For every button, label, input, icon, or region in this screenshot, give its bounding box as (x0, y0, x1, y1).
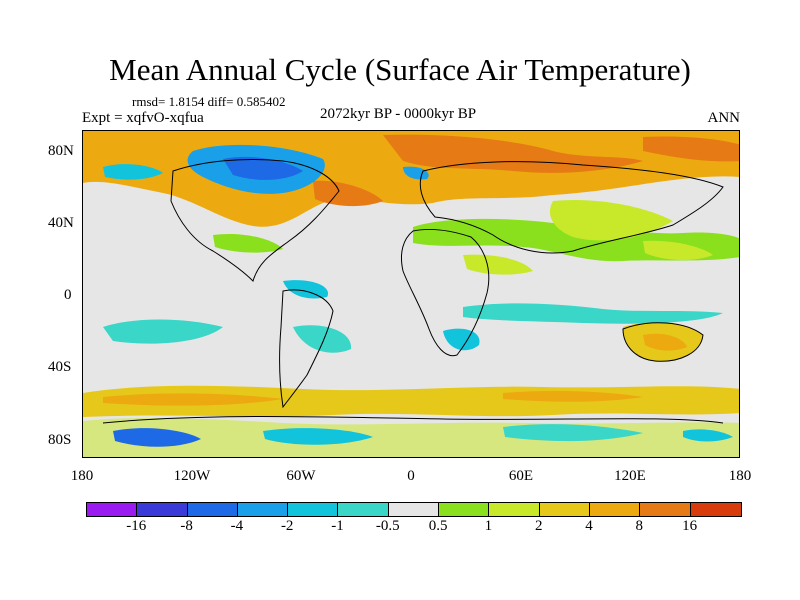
colorbar-swatch (690, 503, 741, 516)
y-label-80s: 80S (48, 432, 72, 448)
experiment-label: Expt = xqfvO-xqfua (82, 110, 204, 126)
colorbar-label: 0.5 (428, 518, 448, 534)
colorbar-swatch (237, 503, 289, 516)
colorbar-label: -2 (280, 518, 294, 534)
colorbar-label: 8 (635, 518, 644, 534)
colorbar-label: -8 (180, 518, 193, 534)
colorbar-label: 4 (585, 518, 593, 534)
colorbar-swatch (288, 503, 339, 516)
anomaly-map (83, 131, 739, 457)
colorbar-swatch (388, 503, 440, 516)
x-label-60e: 60E (508, 468, 534, 484)
stats-text: rmsd= 1.8154 diff= 0.585402 (132, 94, 286, 109)
cool-region-antarctica (83, 417, 739, 457)
colorbar-label: -16 (126, 518, 147, 534)
warm-region-southern-ocean (83, 385, 739, 417)
x-label-120e: 120E (614, 468, 646, 484)
y-label-equator: 0 (64, 287, 72, 303)
warm-region-australia (623, 322, 703, 362)
cool-region-canada (103, 144, 429, 194)
colorbar-swatch (137, 503, 188, 516)
colorbar-swatch (640, 503, 691, 516)
x-label-0: 0 (407, 468, 415, 484)
colorbar-label: 2 (534, 518, 543, 534)
colorbar-label: 1 (484, 518, 493, 534)
map-panel (82, 130, 740, 458)
colorbar-swatch (589, 503, 641, 516)
chart-title: Mean Annual Cycle (Surface Air Temperatu… (109, 52, 691, 87)
colorbar-swatch (187, 503, 238, 516)
colorbar-label: -4 (230, 518, 244, 534)
colorbar-label: 16 (682, 518, 698, 534)
colorbar-swatch (87, 503, 138, 516)
x-label-180w: 180 (70, 468, 94, 484)
y-label-40n: 40N (48, 215, 74, 231)
colorbar-swatch (338, 503, 389, 516)
y-label-40s: 40S (48, 359, 72, 375)
colorbar-swatch (439, 503, 490, 516)
colorbar-swatch (489, 503, 540, 516)
period-label: 2072kyr BP - 0000kyr BP (320, 106, 477, 122)
season-label: ANN (707, 110, 741, 126)
cool-region-tropics (103, 280, 723, 353)
x-label-120w: 120W (173, 468, 211, 484)
y-label-80n: 80N (48, 143, 74, 159)
colorbar-label: -1 (331, 518, 344, 534)
colorbar-label: -0.5 (375, 518, 400, 534)
colorbar (86, 502, 742, 517)
warm-region-eurasia (213, 199, 739, 275)
x-label-180e: 180 (728, 468, 752, 484)
coastlines (102, 158, 724, 424)
x-label-60w: 60W (286, 468, 316, 484)
colorbar-swatch (539, 503, 590, 516)
